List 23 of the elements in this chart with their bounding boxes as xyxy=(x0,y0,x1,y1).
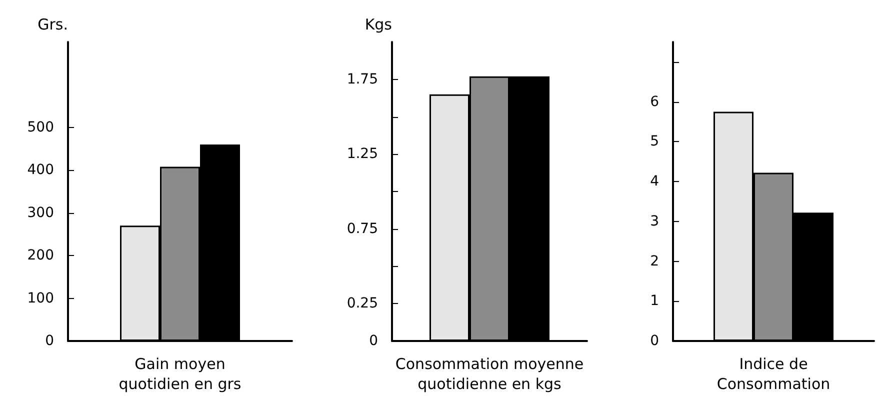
y-tick-label: 1.75 xyxy=(346,71,378,88)
y-tick-label: 0 xyxy=(369,333,378,349)
y-tick-label: 2 xyxy=(650,253,659,270)
x-axis-title: Indice de Consommation xyxy=(716,354,830,393)
y-axis-title: Kgs xyxy=(364,16,392,34)
y-tick-label: 6 xyxy=(650,94,660,110)
x-axis-title: Gain moyen quotidien en grs xyxy=(118,354,242,393)
x-axis-title: Consommation moyenne quotidienne en kgs xyxy=(395,354,584,393)
y-tick-label: 400 xyxy=(27,162,54,178)
y-tick-label: 5 xyxy=(650,134,659,150)
y-axis-title: Grs. xyxy=(38,16,68,34)
y-tick-label: 100 xyxy=(27,290,54,306)
y-tick-label: 4 xyxy=(650,174,660,190)
y-tick-label: 0 xyxy=(650,333,659,349)
y-tick-label: 300 xyxy=(27,204,54,221)
y-tick-label: 500 xyxy=(27,119,54,136)
y-tick-label: 0 xyxy=(45,333,54,349)
y-tick-label: 200 xyxy=(27,248,54,264)
y-tick-label: 1.25 xyxy=(346,146,378,162)
y-tick-label: 1 xyxy=(650,293,659,310)
y-tick-label: 0.25 xyxy=(346,296,378,312)
y-tick-label: 0.75 xyxy=(346,220,378,237)
y-tick-label: 3 xyxy=(650,213,659,230)
